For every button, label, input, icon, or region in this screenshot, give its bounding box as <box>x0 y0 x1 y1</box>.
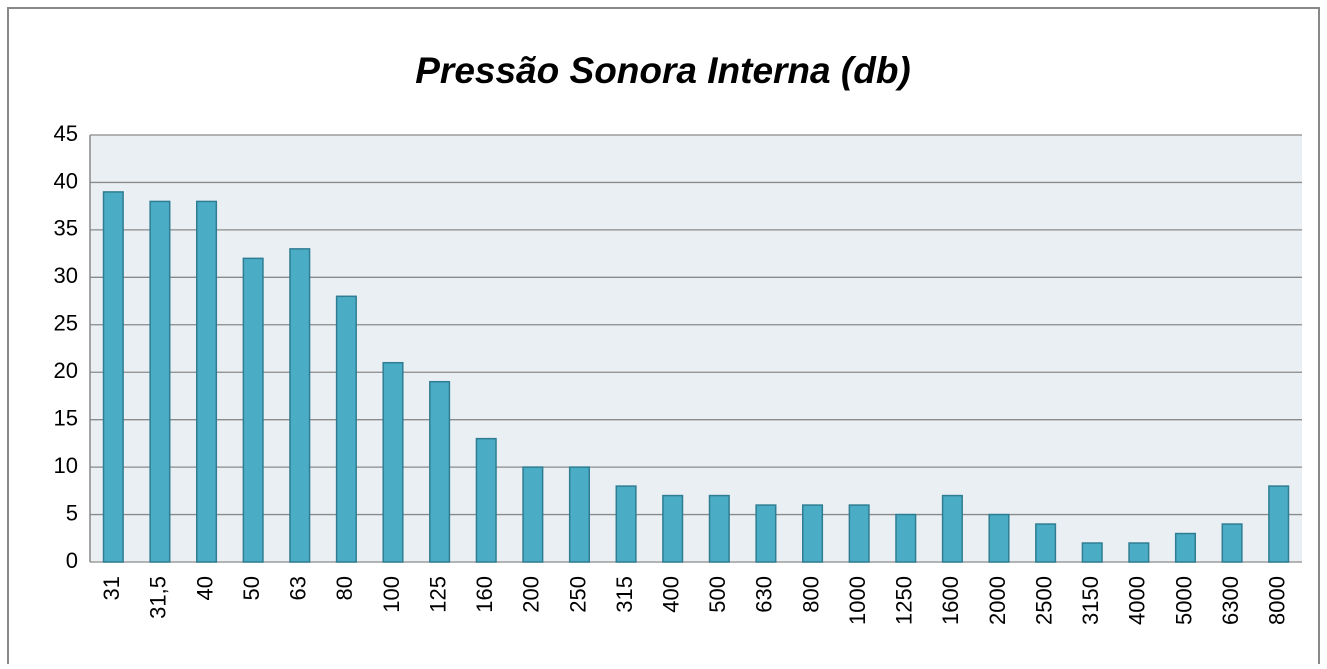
x-tick-label: 315 <box>612 576 637 613</box>
x-tick-label: 250 <box>565 576 590 613</box>
x-tick-label: 6300 <box>1218 576 1243 625</box>
y-tick-label: 20 <box>54 358 78 383</box>
y-tick-label: 0 <box>66 548 78 573</box>
bar <box>988 513 1010 563</box>
bar <box>708 494 730 563</box>
bar <box>1221 523 1243 563</box>
x-tick-label: 4000 <box>1125 576 1150 625</box>
y-tick-label: 10 <box>54 453 78 478</box>
bar <box>1174 532 1197 563</box>
x-tick-label: 125 <box>425 576 450 613</box>
x-tick-label: 31 <box>99 576 124 600</box>
bar <box>941 494 963 563</box>
x-tick-label: 100 <box>379 576 404 613</box>
bar <box>335 295 357 563</box>
x-tick-label: 200 <box>519 576 544 613</box>
bar <box>755 504 777 563</box>
x-tick-label: 80 <box>332 576 357 600</box>
bar <box>242 257 264 563</box>
bar <box>895 513 917 563</box>
bar <box>1035 523 1057 563</box>
bar <box>568 466 591 563</box>
bar <box>615 485 637 563</box>
x-tick-label: 2500 <box>1031 576 1056 625</box>
x-tick-label: 1600 <box>938 576 963 625</box>
bar <box>102 191 124 563</box>
x-tick-label: 50 <box>239 576 264 600</box>
bar <box>662 494 684 563</box>
x-tick-label: 8000 <box>1265 576 1290 625</box>
x-tick-label: 400 <box>659 576 684 613</box>
x-tick-label: 1250 <box>892 576 917 625</box>
x-tick-label: 630 <box>752 576 777 613</box>
plot-area <box>90 135 1302 562</box>
y-tick-label: 30 <box>54 263 78 288</box>
x-tick-label: 31,5 <box>146 576 171 619</box>
x-tick-label: 40 <box>192 576 217 600</box>
bar <box>475 437 497 563</box>
chart-title: Pressão Sonora Interna (db) <box>415 50 911 91</box>
bar <box>848 504 870 563</box>
bar <box>522 466 544 563</box>
x-tick-label: 800 <box>798 576 823 613</box>
bar <box>1128 542 1150 563</box>
bar <box>429 380 451 563</box>
x-tick-label: 2000 <box>985 576 1010 625</box>
bar <box>289 248 311 563</box>
bar <box>382 361 404 563</box>
x-tick-label: 500 <box>705 576 730 613</box>
bar <box>1268 485 1290 563</box>
x-tick-label: 1000 <box>845 576 870 625</box>
y-tick-label: 5 <box>66 500 78 525</box>
x-tick-label: 63 <box>286 576 311 600</box>
x-tick-label: 3150 <box>1078 576 1103 625</box>
y-tick-label: 40 <box>54 168 78 193</box>
y-tick-label: 25 <box>54 311 78 336</box>
x-tick-label: 160 <box>472 576 497 613</box>
bar <box>1081 542 1103 563</box>
bar <box>801 504 824 563</box>
bar <box>195 200 218 563</box>
y-tick-label: 45 <box>54 121 78 146</box>
bar <box>149 200 171 563</box>
y-tick-label: 15 <box>54 405 78 430</box>
x-tick-label: 5000 <box>1171 576 1196 625</box>
y-tick-label: 35 <box>54 216 78 241</box>
